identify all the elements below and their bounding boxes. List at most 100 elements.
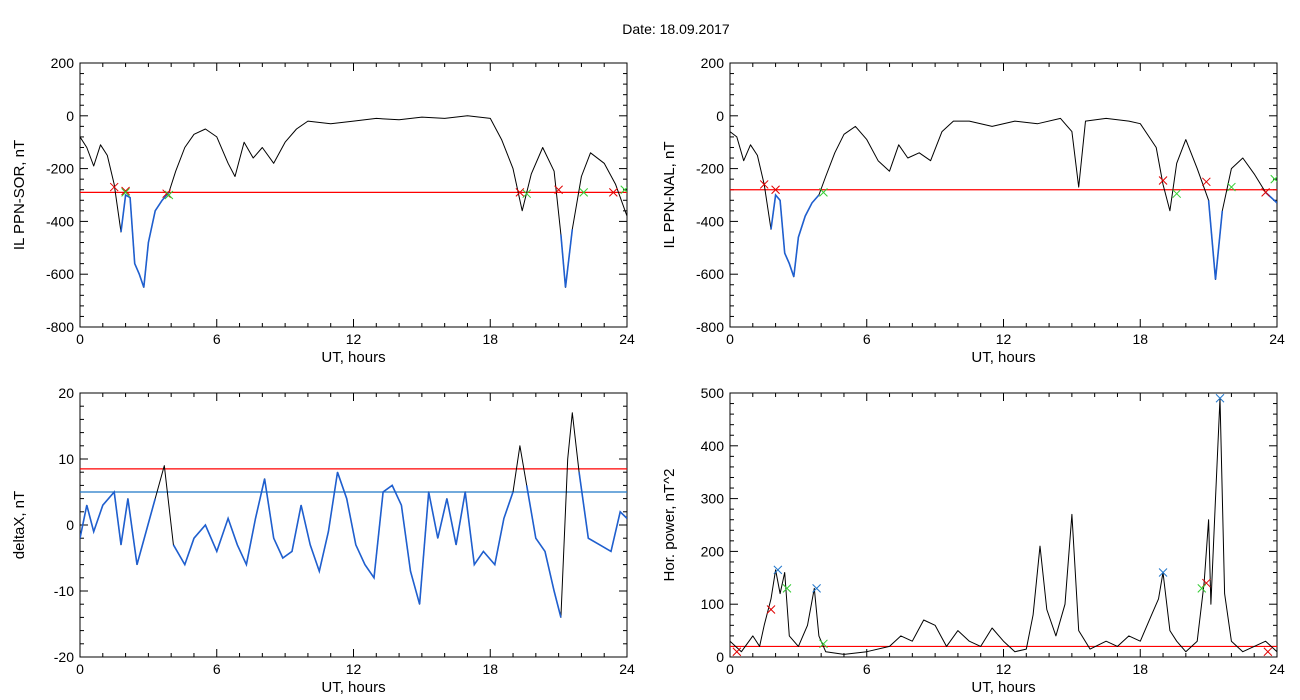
green-cross-marker: [164, 190, 174, 200]
red-cross-marker: [1201, 578, 1211, 588]
x-axis-label: UT, hours: [321, 349, 385, 366]
green-cross-marker: [620, 185, 627, 195]
event-segment: [120, 191, 170, 288]
plot-area: [730, 117, 1277, 280]
y-tick-label: -200: [696, 161, 724, 177]
green-cross-marker: [819, 188, 828, 197]
red-cross-marker: [554, 185, 563, 195]
x-tick-label: 24: [1269, 661, 1285, 677]
x-tick-label: 12: [346, 661, 362, 677]
y-tick-label: -400: [46, 213, 74, 229]
y-tick-label: -600: [46, 266, 74, 282]
red-cross-marker: [759, 180, 769, 189]
chart-panel-4: 0 6 12 18 24 0 100 200 300 400 500 UT, hours Hor. po…: [661, 385, 1285, 696]
red-cross-marker: [732, 647, 742, 657]
red-cross-marker: [608, 188, 618, 197]
y-tick-label: 300: [701, 491, 725, 507]
y-tick-label: 10: [58, 451, 74, 467]
red-cross-marker: [121, 186, 130, 196]
x-axis-label: UT, hours: [971, 349, 1035, 366]
series-line: [730, 397, 1277, 655]
y-axis-label: Hor. power, nT^2: [661, 469, 678, 582]
event-segment: [172, 471, 514, 605]
y-tick-label: 0: [716, 649, 724, 665]
y-axis-label: IL PPN-SOR, nT: [11, 140, 28, 250]
y-tick-label: 200: [51, 55, 75, 71]
red-cross-marker: [162, 189, 171, 199]
x-tick-label: 12: [996, 661, 1012, 677]
chart-panel-1: 0 6 12 18 24 -800 -600 -400 -200 0 200 UT, hours IL …: [11, 55, 635, 366]
red-cross-marker: [515, 188, 525, 197]
x-tick-label: 18: [1132, 331, 1148, 347]
plot-area: [80, 412, 627, 618]
y-tick-label: 0: [716, 108, 724, 124]
x-tick-label: 24: [619, 331, 635, 347]
y-tick-label: 500: [701, 385, 725, 401]
x-tick-label: 24: [1269, 331, 1285, 347]
x-tick-label: 6: [863, 331, 871, 347]
blue-cross-marker: [812, 584, 821, 593]
y-tick-label: 200: [701, 55, 725, 71]
y-tick-label: -800: [46, 319, 74, 335]
x-tick-label: 18: [1132, 661, 1148, 677]
red-cross-marker: [766, 605, 776, 614]
red-cross-marker: [771, 185, 780, 195]
green-cross-marker: [121, 188, 130, 197]
blue-cross-marker: [773, 565, 783, 575]
blue-cross-marker: [1158, 568, 1168, 577]
x-tick-label: 0: [76, 661, 84, 677]
event-segment: [770, 193, 820, 278]
plot-area: [730, 393, 1277, 657]
plot-area: [80, 115, 627, 288]
plot-frame: [79, 392, 628, 658]
red-cross-marker: [1263, 647, 1273, 657]
red-cross-marker: [1201, 177, 1211, 187]
y-tick-label: 0: [66, 517, 74, 533]
x-tick-label: 6: [213, 661, 221, 677]
y-tick-label: -20: [54, 649, 74, 665]
chart-panel-2: 0 6 12 18 24 -800 -600 -400 -200 0 200 UT, hours IL …: [661, 55, 1285, 366]
y-tick-label: 200: [701, 543, 725, 559]
green-cross-marker: [1270, 174, 1277, 184]
red-cross-marker: [1261, 188, 1270, 197]
x-tick-label: 6: [863, 661, 871, 677]
event-segment: [1207, 200, 1224, 280]
event-segment: [578, 472, 627, 553]
chart-panel-3: 0 6 12 18 24 -20 -10 0 10 20 UT, hours deltaX, nT: [11, 385, 635, 696]
x-tick-label: 6: [213, 331, 221, 347]
event-segment: [80, 490, 156, 565]
y-tick-label: 400: [701, 438, 725, 454]
series-line: [730, 117, 1277, 280]
x-tick-label: 24: [619, 661, 635, 677]
x-tick-label: 0: [726, 661, 734, 677]
y-tick-label: -800: [696, 319, 724, 335]
y-tick-label: 20: [58, 385, 74, 401]
series-line: [80, 412, 627, 618]
green-cross-marker: [819, 639, 828, 649]
y-tick-label: -10: [54, 583, 74, 599]
green-cross-marker: [579, 188, 589, 197]
x-tick-label: 18: [482, 661, 498, 677]
event-segment: [525, 485, 562, 618]
y-tick-label: -200: [46, 161, 74, 177]
x-tick-label: 18: [482, 331, 498, 347]
red-cross-marker: [1158, 176, 1168, 185]
x-axis-label: UT, hours: [321, 679, 385, 696]
green-cross-marker: [782, 584, 792, 593]
green-cross-marker: [1227, 182, 1236, 192]
blue-cross-marker: [1215, 393, 1225, 403]
plot-frame: [729, 392, 1278, 658]
y-tick-label: 0: [66, 108, 74, 124]
plot-frame: [729, 62, 1278, 328]
y-tick-label: -400: [696, 213, 724, 229]
plot-frame: [79, 62, 628, 328]
x-tick-label: 0: [76, 331, 84, 347]
x-axis-label: UT, hours: [971, 679, 1035, 696]
x-tick-label: 12: [996, 331, 1012, 347]
y-axis-label: IL PPN-NAL, nT: [661, 142, 678, 249]
x-tick-label: 12: [346, 331, 362, 347]
x-tick-label: 0: [726, 331, 734, 347]
y-tick-label: 100: [701, 596, 725, 612]
